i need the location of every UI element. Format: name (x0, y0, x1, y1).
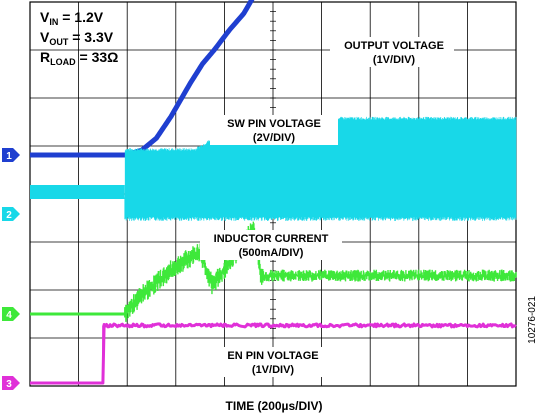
condition-vout: VOUT = 3.3V (40, 29, 114, 47)
test-conditions: VIN = 1.2V VOUT = 3.3V RLOAD = 33Ω (40, 9, 118, 67)
series-scale-sw-pin-voltage: (2V/DIV) (253, 132, 296, 144)
series-sw-pin-voltage-idle (30, 185, 125, 199)
label-backdrop (210, 115, 338, 145)
series-scale-output-voltage: (1V/DIV) (373, 54, 416, 66)
label-backdrop (330, 37, 454, 67)
channel-marker-label: 1 (6, 151, 12, 162)
channel-marker-3: 3 (2, 376, 20, 390)
figure-id: 10276-021 (527, 296, 538, 344)
condition-vin: VIN = 1.2V (40, 9, 104, 27)
condition-rload: RLOAD = 33Ω (40, 49, 118, 67)
channel-marker-arrow (2, 376, 20, 390)
channel-marker-label: 4 (6, 310, 12, 321)
series-output-voltage (28, 0, 255, 158)
series-name-inductor-current: INDUCTOR CURRENT (214, 233, 329, 245)
series-scale-inductor-current: (500mA/DIV) (239, 247, 304, 259)
series-name-output-voltage: OUTPUT VOLTAGE (344, 40, 444, 52)
channel-marker-arrow (2, 307, 20, 321)
series-scale-en-pin-voltage: (1V/DIV) (252, 364, 295, 376)
channel-marker-label: 2 (6, 210, 12, 221)
x-axis-label: TIME (200µs/DIV) (226, 399, 323, 413)
channel-marker-label: 3 (6, 379, 12, 390)
label-backdrop (213, 347, 333, 377)
channel-marker-1: 1 (2, 148, 20, 162)
label-backdrop (200, 230, 342, 260)
series-name-en-pin-voltage: EN PIN VOLTAGE (227, 350, 318, 362)
waveform-traces (28, 0, 517, 385)
series-name-sw-pin-voltage: SW PIN VOLTAGE (227, 118, 321, 130)
series-sw-pin-voltage (124, 116, 517, 221)
channel-marker-2: 2 (2, 207, 20, 221)
trace-annotations: OUTPUT VOLTAGE (1V/DIV) SW PIN VOLTAGE (… (200, 37, 454, 377)
channel-marker-arrow (2, 148, 20, 162)
channel-markers: 1 2 4 3 (2, 148, 20, 390)
series-en-pin-voltage (29, 322, 517, 385)
channel-marker-4: 4 (2, 307, 20, 321)
channel-marker-arrow (2, 207, 20, 221)
